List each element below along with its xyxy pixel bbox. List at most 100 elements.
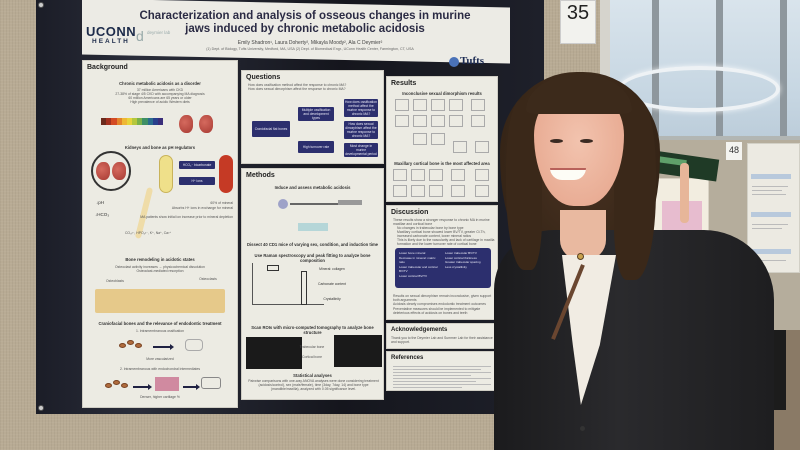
h-ion-arrow: H⁺ ions — [179, 177, 215, 185]
results-plot — [475, 185, 489, 197]
uconn-logo: UCONN — [86, 24, 137, 39]
skull-sketch-icon — [185, 339, 203, 351]
background-subheading: Chronic metabolic acidosis as a disorder — [119, 81, 201, 86]
results-plot — [453, 141, 467, 153]
timeline-legend-box — [298, 223, 328, 231]
lab-logo-mark: d — [136, 28, 144, 44]
cartilage-histology-image — [155, 377, 179, 391]
mouse-icon — [278, 199, 288, 209]
person-eye — [580, 139, 593, 143]
cell-icon — [121, 383, 128, 388]
background-subheading: Kidneys and bone as pH regulators — [124, 145, 196, 150]
poster-title: Characterization and analysis of osseous… — [139, 10, 471, 35]
arrow-icon — [183, 384, 200, 390]
acknowledgements-panel: Acknowledgements Thank you to the Deymie… — [386, 323, 496, 349]
results-plot — [411, 185, 425, 197]
tufts-logo: Tufts — [460, 55, 485, 67]
ph-scale — [101, 118, 164, 125]
neighbor-booth-number-sign: 48 — [726, 142, 742, 160]
results-plot — [431, 99, 445, 111]
results-plot — [393, 185, 407, 197]
references-title: References — [391, 355, 424, 361]
results-plot — [395, 99, 409, 111]
reference-list — [393, 366, 491, 390]
raman-spectrum-chart — [252, 263, 324, 305]
background-subheading: Craniofacial bones and the relevance of … — [98, 321, 222, 326]
window-mullion — [780, 0, 787, 150]
results-plot — [449, 115, 463, 127]
methods-title: Methods — [246, 172, 275, 179]
methods-panel: Methods Induce and assess metabolic acid… — [241, 168, 384, 400]
results-plot — [451, 185, 465, 197]
poster-affiliations: (1) Dept. of Biology, Tufts University, … — [206, 47, 414, 51]
timeline — [290, 203, 362, 205]
references-panel: References — [386, 351, 496, 391]
bone-remodeling-illustration — [95, 289, 225, 313]
mid-box: High turnover rate — [298, 141, 334, 153]
uconn-health-logo: HEALTH — [92, 38, 130, 45]
background-panel: Background Chronic metabolic acidosis as… — [82, 60, 238, 408]
cell-icon — [127, 340, 134, 345]
lab-name: deymier lab — [147, 30, 171, 35]
necklace-pendant — [577, 253, 584, 260]
bone-vial-icon — [159, 155, 173, 193]
grommet — [38, 405, 44, 411]
results-plot — [471, 115, 485, 127]
results-plot — [431, 133, 445, 145]
results-plot — [471, 99, 485, 111]
leaf-box: Most change in murine developmental peri… — [344, 143, 378, 157]
microct-scan-image — [334, 335, 382, 367]
jaw-sketch-icon — [201, 377, 221, 389]
background-subheading: Bone remodeling in acidotic states — [125, 257, 195, 262]
kidney-icon — [179, 115, 193, 133]
prohibited-kidney-icon — [91, 151, 131, 191]
person-neck — [560, 210, 606, 260]
results-plot — [475, 141, 489, 153]
arrow-icon — [153, 344, 174, 350]
person-arm — [680, 163, 689, 223]
discussion-panel: Discussion These results show a stronger… — [386, 205, 498, 320]
discussion-summary-box: Lower bone mineral Decrease in mineral: … — [395, 248, 491, 288]
results-plot — [429, 185, 443, 197]
results-plot — [431, 115, 445, 127]
timeline-acid-phase — [338, 200, 362, 205]
results-panel: Results Inconclusive sexual dimorphism r… — [386, 76, 498, 202]
blood-vial-icon — [219, 155, 233, 193]
leaf-box: How does sexual dimorphism affect the mu… — [344, 121, 378, 139]
root-box: Craniofacial flat bones — [252, 121, 290, 137]
results-plot — [475, 169, 489, 181]
results-plot — [413, 99, 427, 111]
results-plot — [411, 169, 425, 181]
microct-scan-image — [246, 337, 302, 369]
questions-panel: Questions How does ossification method a… — [241, 70, 384, 164]
acknowledgements-title: Acknowledgements — [391, 327, 448, 333]
person-smile — [550, 168, 586, 180]
arrow-icon — [133, 384, 152, 390]
tufts-seal-icon — [449, 57, 459, 67]
leaf-box: How does ossification method affect the … — [344, 99, 378, 117]
cell-icon — [135, 343, 142, 348]
window-sill — [608, 136, 800, 142]
results-plot — [429, 169, 443, 181]
results-plot — [413, 133, 427, 145]
results-plot — [393, 169, 407, 181]
results-plot — [449, 99, 463, 111]
booth-number-sign: 35 — [560, 0, 596, 44]
cell-icon — [105, 383, 112, 388]
poster-authors: Emily Shadron¹, Laura Doherty², Mikayla … — [237, 40, 383, 46]
cell-icon — [113, 380, 120, 385]
results-plot — [451, 169, 465, 181]
cell-icon — [119, 343, 126, 348]
results-plot — [395, 115, 409, 127]
results-plot — [413, 115, 427, 127]
bicarbonate-arrow: HCO₃⁻ bicarbonate — [179, 161, 215, 169]
results-title: Results — [391, 80, 417, 87]
discussion-title: Discussion — [391, 209, 429, 216]
kidney-icon — [199, 115, 213, 133]
person-eye — [550, 139, 563, 143]
mid-box: Multiple ossification and development ty… — [298, 107, 334, 121]
background-title: Background — [87, 64, 128, 71]
grommet — [38, 2, 44, 8]
jacket-button — [580, 426, 585, 431]
questions-title: Questions — [246, 74, 281, 81]
